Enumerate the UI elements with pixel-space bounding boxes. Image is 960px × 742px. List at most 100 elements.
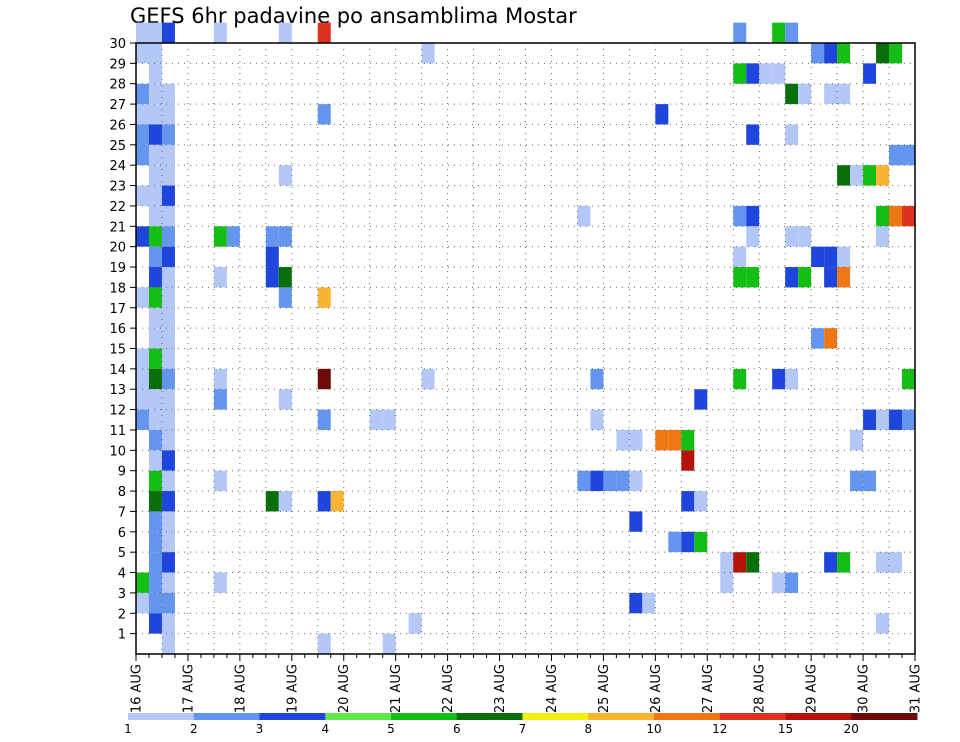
heatmap-cell — [785, 226, 799, 247]
heatmap-cell — [811, 246, 825, 268]
heatmap-cell — [837, 267, 851, 288]
heatmap-cell — [161, 368, 175, 390]
y-tick-label: 13 — [109, 383, 126, 398]
heatmap-cell — [265, 267, 279, 288]
legend-swatch — [522, 713, 589, 720]
legend-label: 12 — [712, 722, 727, 736]
heatmap-cell — [161, 226, 175, 247]
heatmap-cell — [798, 226, 812, 247]
x-tick-label: 21 AUG — [389, 664, 404, 713]
heatmap-cell — [136, 226, 149, 247]
cells-layer — [136, 22, 915, 654]
heatmap-cell — [876, 226, 890, 247]
heatmap-cell — [876, 205, 890, 227]
heatmap-cell — [876, 43, 890, 64]
heatmap-cell — [694, 491, 708, 512]
heatmap-cell — [265, 226, 279, 247]
heatmap-cell — [161, 592, 175, 614]
heatmap-cell — [161, 450, 175, 471]
heatmap-cell — [850, 429, 864, 451]
heatmap-cell — [629, 470, 643, 492]
heatmap-cell — [681, 429, 695, 451]
heatmap-cell — [668, 429, 682, 451]
heatmap-cell — [733, 63, 747, 84]
y-tick-label: 8 — [118, 485, 126, 500]
heatmap-cell — [733, 368, 747, 390]
y-tick-label: 1 — [118, 628, 126, 643]
heatmap-cell — [136, 572, 149, 593]
heatmap-cell — [837, 43, 851, 64]
heatmap-cell — [148, 450, 162, 471]
heatmap-cell — [772, 572, 786, 593]
heatmap-cell — [148, 368, 162, 390]
heatmap-cell — [161, 205, 175, 227]
heatmap-cell — [590, 368, 604, 390]
heatmap-cell — [148, 552, 162, 573]
legend-swatch — [719, 713, 786, 720]
heatmap-cell — [136, 83, 149, 105]
heatmap-cell — [213, 226, 227, 247]
axes-layer: 1234567891011121314151617181920212223242… — [109, 37, 923, 713]
plot-frame — [135, 42, 916, 655]
heatmap-cell — [772, 22, 786, 43]
heatmap-cell — [136, 389, 149, 410]
x-tick-label: 29 AUG — [805, 664, 820, 713]
y-tick-label: 18 — [109, 281, 126, 296]
heatmap-cell — [278, 226, 292, 247]
heatmap-cell — [733, 22, 747, 43]
heatmap-cell — [148, 267, 162, 288]
heatmap-cell — [733, 246, 747, 268]
heatmap-cell — [746, 205, 760, 227]
x-tick-label: 28 AUG — [753, 664, 768, 713]
heatmap-cell — [785, 572, 799, 593]
heatmap-cell — [720, 552, 734, 573]
heatmap-cell — [136, 124, 149, 145]
y-tick-label: 5 — [118, 546, 126, 561]
heatmap-cell — [863, 165, 877, 186]
y-tick-label: 20 — [109, 241, 126, 256]
heatmap-cell — [889, 144, 903, 166]
legend-swatch — [325, 713, 392, 720]
legend-swatch — [851, 713, 918, 720]
y-tick-label: 25 — [109, 139, 126, 154]
heatmap-cell — [746, 124, 760, 145]
heatmap-cell — [161, 144, 175, 166]
heatmap-cell — [161, 552, 175, 573]
y-tick-label: 30 — [109, 37, 126, 52]
heatmap-cell — [161, 104, 175, 125]
y-tick-label: 16 — [109, 322, 126, 337]
heatmap-cell — [148, 572, 162, 593]
heatmap-cell — [148, 144, 162, 166]
heatmap-cell — [161, 328, 175, 349]
heatmap-cell — [161, 287, 175, 308]
heatmap-cell — [161, 124, 175, 145]
heatmap-cell — [148, 226, 162, 247]
x-tick-label: 19 AUG — [285, 664, 300, 713]
heatmap-cell — [811, 43, 825, 64]
heatmap-cell — [148, 287, 162, 308]
heatmap-cell — [772, 368, 786, 390]
heatmap-cell — [577, 470, 591, 492]
heatmap-cell — [148, 205, 162, 227]
heatmap-cell — [382, 409, 396, 430]
heatmap-cell — [278, 389, 292, 410]
heatmap-cell — [759, 63, 773, 84]
heatmap-cell — [837, 552, 851, 573]
heatmap-cell — [824, 83, 838, 105]
heatmap-cell — [746, 226, 760, 247]
x-tick-label: 17 AUG — [181, 664, 196, 713]
heatmap-cell — [161, 267, 175, 288]
heatmap-cell — [317, 22, 331, 43]
y-tick-label: 29 — [109, 57, 126, 72]
heatmap-cell — [824, 43, 838, 64]
heatmap-cell — [317, 104, 331, 125]
heatmap-cell — [161, 613, 175, 634]
heatmap-cell — [837, 83, 851, 105]
y-tick-label: 23 — [109, 180, 126, 195]
heatmap-cell — [148, 124, 162, 145]
heatmap-cell — [161, 389, 175, 410]
heatmap-cell — [161, 348, 175, 369]
heatmap-cell — [577, 205, 591, 227]
heatmap-cell — [148, 531, 162, 553]
